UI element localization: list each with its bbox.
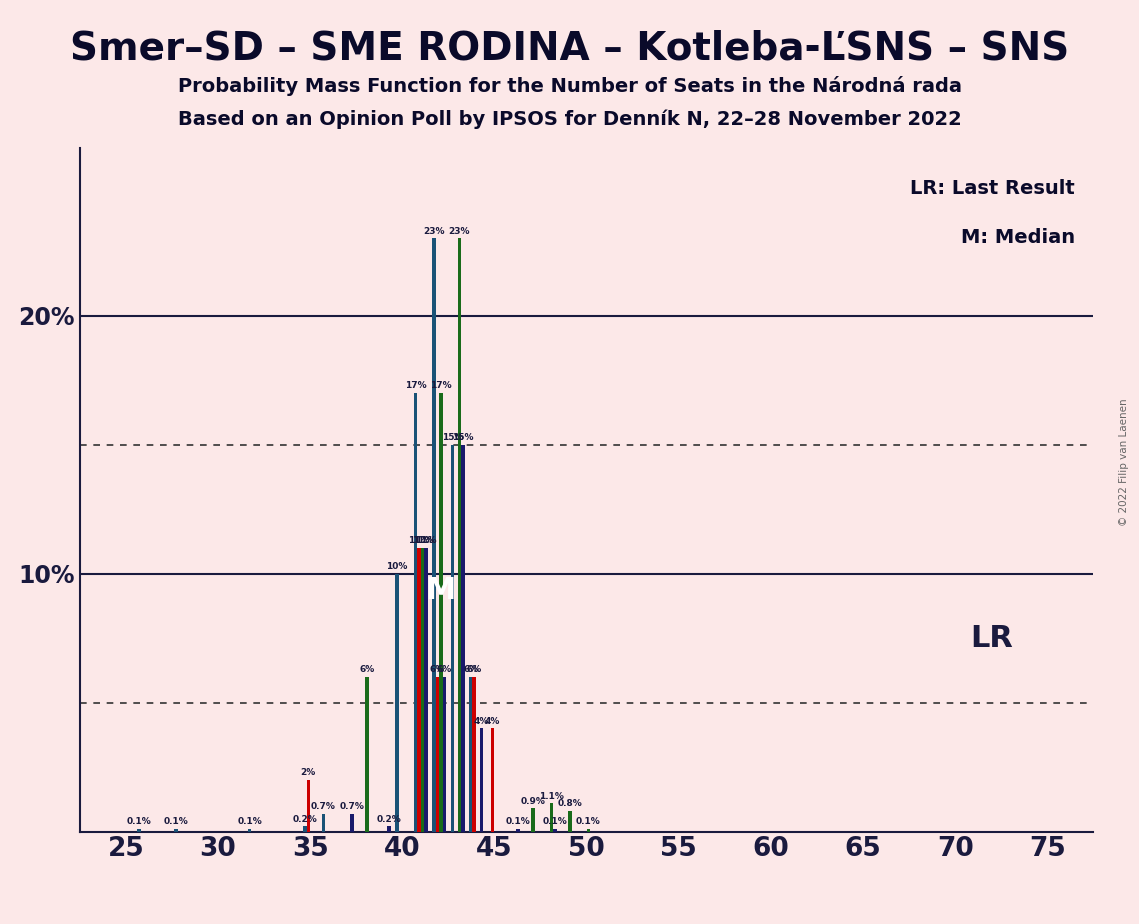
Text: 11%: 11%	[416, 536, 436, 545]
Bar	[491, 728, 494, 832]
Bar	[480, 728, 483, 832]
Text: 6%: 6%	[360, 665, 375, 675]
Bar	[248, 829, 252, 832]
Text: 23%: 23%	[423, 226, 444, 236]
Text: 0.2%: 0.2%	[377, 815, 401, 824]
Bar	[424, 548, 428, 832]
Bar	[461, 444, 465, 832]
Bar	[417, 548, 420, 832]
Text: Probability Mass Function for the Number of Seats in the Národná rada: Probability Mass Function for the Number…	[178, 76, 961, 96]
Text: 6%: 6%	[429, 665, 445, 675]
Text: 11%: 11%	[411, 536, 433, 545]
Text: 10%: 10%	[386, 562, 408, 571]
Text: 0.1%: 0.1%	[542, 818, 567, 826]
Bar	[387, 826, 391, 832]
Bar	[473, 676, 476, 832]
Text: Based on an Opinion Poll by IPSOS for Denník N, 22–28 November 2022: Based on an Opinion Poll by IPSOS for De…	[178, 109, 961, 128]
Text: 6%: 6%	[436, 665, 452, 675]
Text: 0.9%: 0.9%	[521, 796, 546, 806]
Bar	[413, 393, 417, 832]
Bar	[432, 238, 435, 832]
Bar	[451, 444, 454, 832]
Bar	[587, 829, 590, 832]
Text: 2%: 2%	[301, 769, 316, 777]
Text: Smer–SD – SME RODINA – Kotleba-ĽSNS – SNS: Smer–SD – SME RODINA – Kotleba-ĽSNS – SN…	[69, 30, 1070, 67]
Text: 0.1%: 0.1%	[126, 818, 151, 826]
Bar	[420, 548, 424, 832]
Text: 0.7%: 0.7%	[339, 802, 364, 811]
Bar	[306, 780, 310, 832]
Text: 1.1%: 1.1%	[539, 792, 564, 800]
Bar	[554, 829, 557, 832]
Bar	[174, 829, 178, 832]
Text: 17%: 17%	[431, 382, 452, 390]
Text: M: Median: M: Median	[961, 228, 1075, 247]
Text: 0.2%: 0.2%	[293, 815, 318, 824]
Text: LR: Last Result: LR: Last Result	[910, 179, 1075, 198]
Text: M: M	[426, 576, 456, 605]
Text: 0.1%: 0.1%	[237, 818, 262, 826]
Bar	[469, 676, 473, 832]
Bar	[303, 826, 306, 832]
Text: 11%: 11%	[408, 536, 429, 545]
Text: © 2022 Filip van Laenen: © 2022 Filip van Laenen	[1120, 398, 1129, 526]
Text: 4%: 4%	[474, 717, 489, 726]
Bar	[550, 803, 554, 832]
Text: 6%: 6%	[467, 665, 482, 675]
Text: 6%: 6%	[464, 665, 478, 675]
Bar	[568, 811, 572, 832]
Bar	[440, 393, 443, 832]
Bar	[458, 238, 461, 832]
Text: 15%: 15%	[452, 433, 474, 442]
Bar	[366, 676, 369, 832]
Text: LR: LR	[970, 624, 1014, 652]
Text: 0.7%: 0.7%	[311, 802, 336, 811]
Bar	[531, 808, 535, 832]
Text: 4%: 4%	[485, 717, 500, 726]
Bar	[516, 829, 519, 832]
Text: 17%: 17%	[404, 382, 426, 390]
Bar	[443, 676, 446, 832]
Text: 0.1%: 0.1%	[164, 818, 188, 826]
Text: 15%: 15%	[442, 433, 464, 442]
Bar	[395, 574, 399, 832]
Text: 23%: 23%	[449, 226, 470, 236]
Bar	[351, 813, 354, 832]
Text: 0.8%: 0.8%	[557, 799, 582, 808]
Bar	[321, 813, 325, 832]
Bar	[137, 829, 141, 832]
Text: 0.1%: 0.1%	[576, 818, 600, 826]
Text: 0.1%: 0.1%	[506, 818, 531, 826]
Bar	[435, 676, 440, 832]
